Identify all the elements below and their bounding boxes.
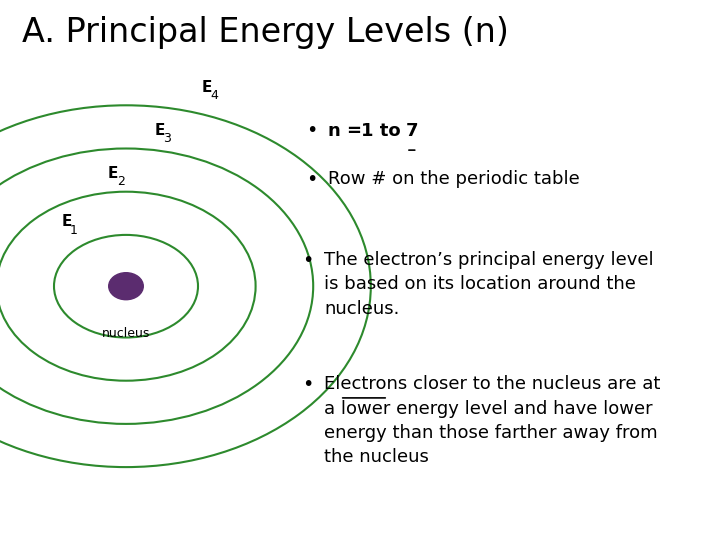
Text: •: •: [306, 170, 318, 189]
Text: The electron’s principal energy level
is based on its location around the
nucleu: The electron’s principal energy level is…: [324, 251, 654, 318]
Text: E: E: [155, 123, 165, 138]
Text: E: E: [108, 166, 118, 181]
Text: 4: 4: [210, 89, 218, 102]
Text: 1 to: 1 to: [361, 122, 407, 139]
Text: nucleus: nucleus: [102, 327, 150, 340]
Text: Row # on the periodic table: Row # on the periodic table: [328, 170, 580, 188]
Text: •: •: [306, 122, 318, 140]
Text: Electrons closer to the nucleus are at
a lower energy level and have lower
energ: Electrons closer to the nucleus are at a…: [324, 375, 660, 466]
Text: A. Principal Energy Levels (n): A. Principal Energy Levels (n): [22, 16, 508, 49]
Ellipse shape: [109, 273, 143, 300]
Text: 3: 3: [163, 132, 171, 145]
Text: 1: 1: [70, 224, 78, 237]
Text: E: E: [202, 79, 212, 94]
Text: 2: 2: [117, 176, 125, 188]
Text: •: •: [302, 375, 314, 394]
Text: n =: n =: [328, 122, 368, 139]
Text: 7: 7: [406, 122, 418, 139]
Text: •: •: [302, 251, 314, 270]
Text: E: E: [61, 214, 71, 230]
